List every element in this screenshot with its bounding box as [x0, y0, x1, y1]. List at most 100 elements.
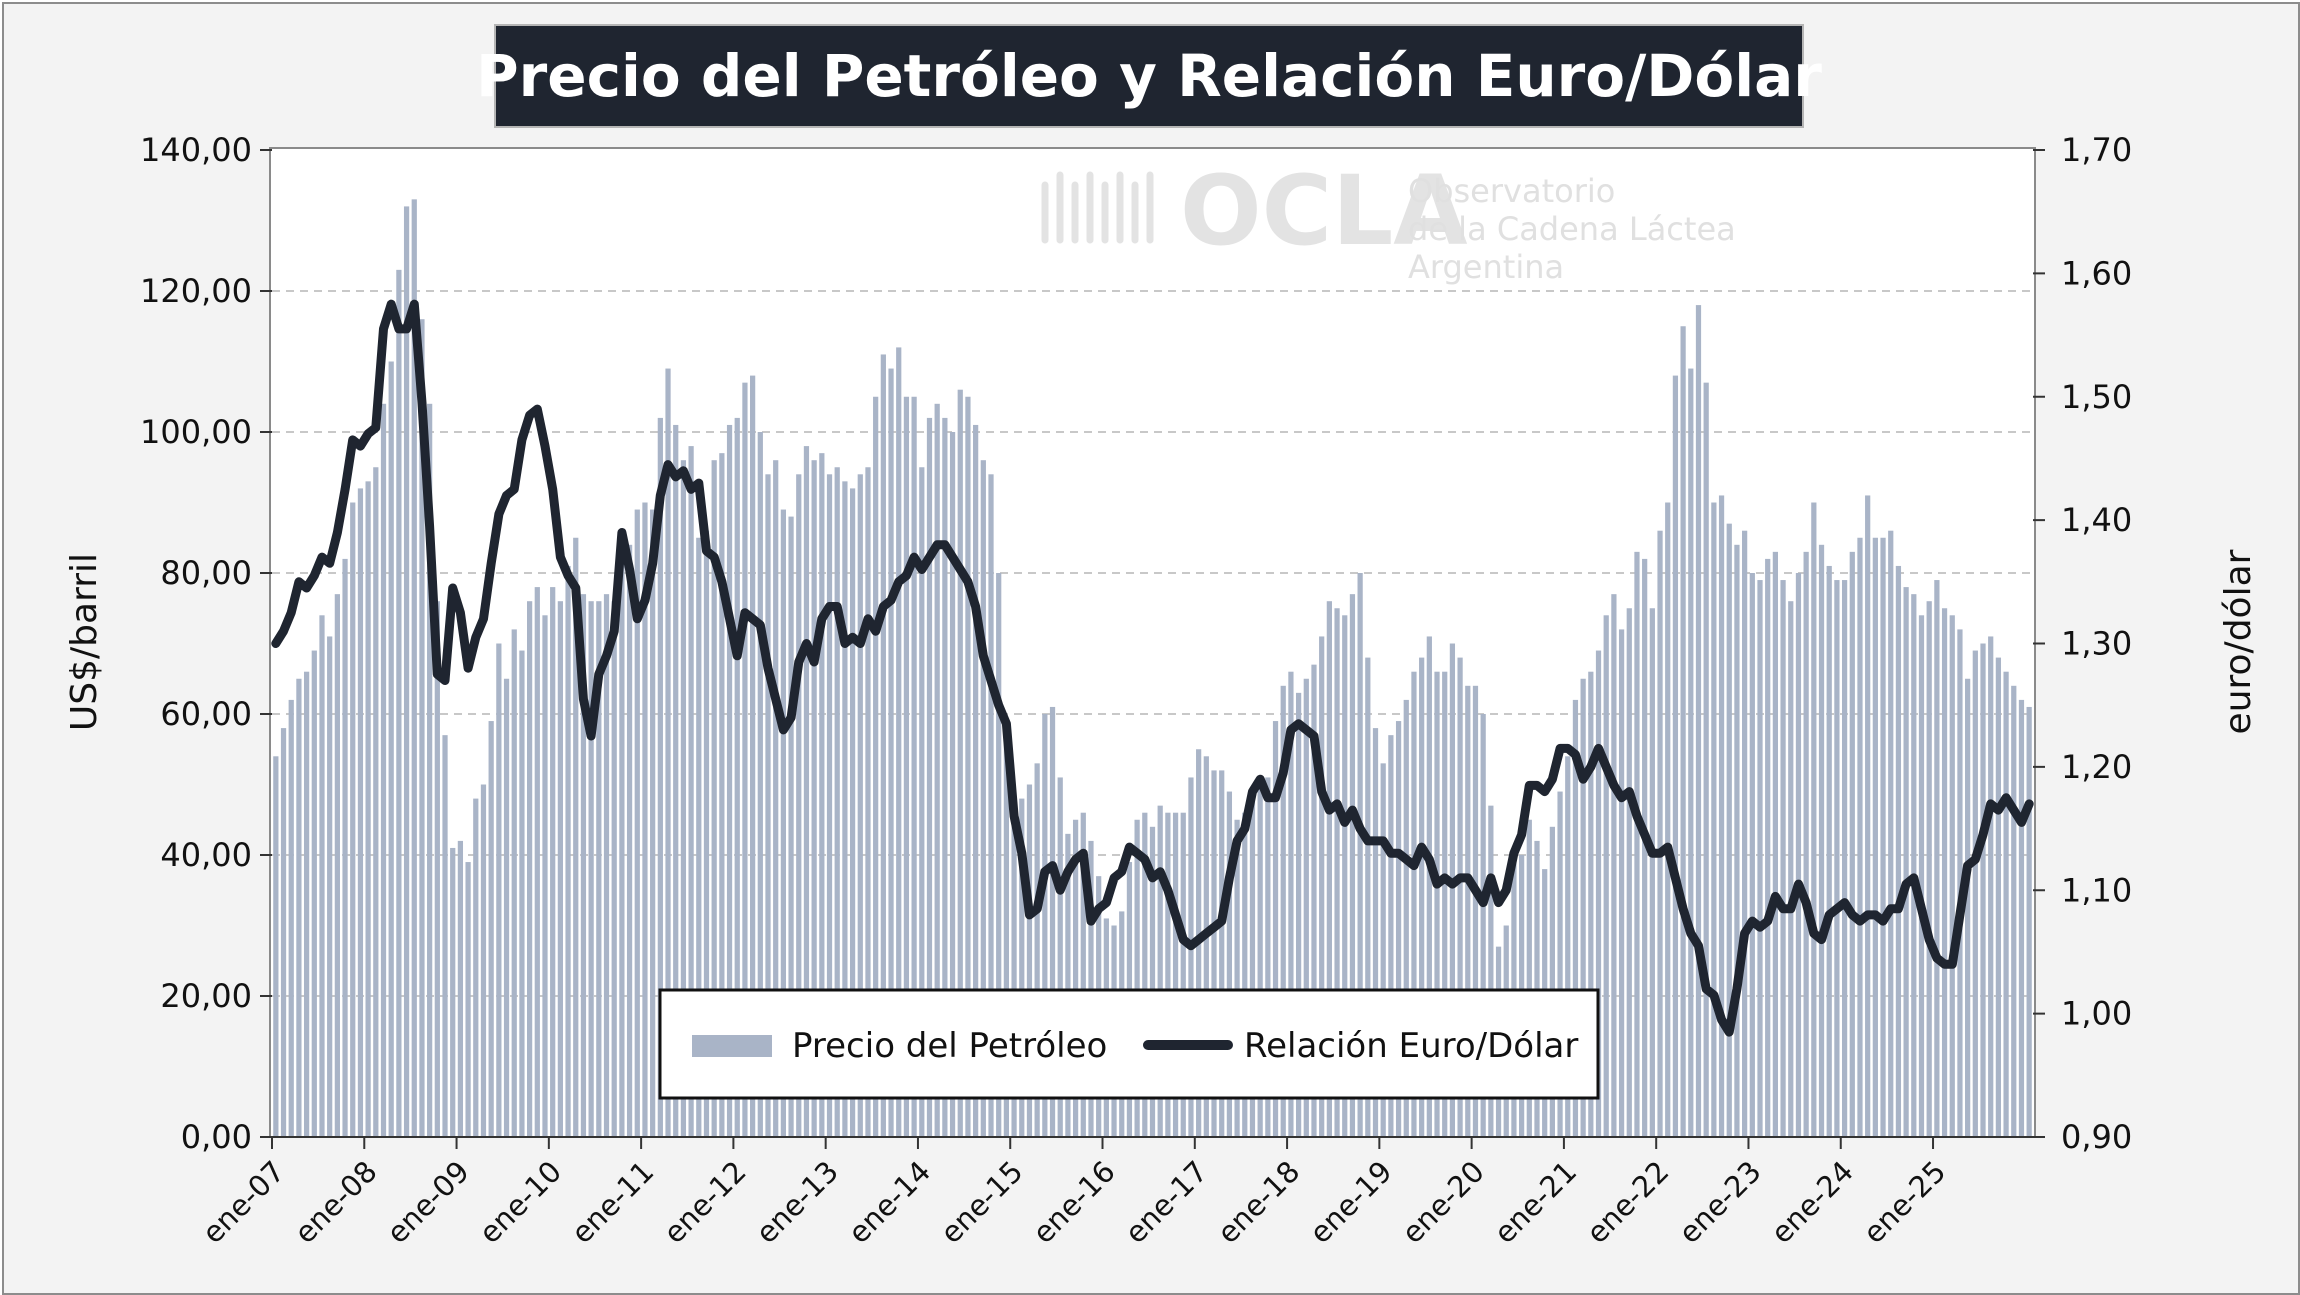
x-tick-label: ene-17	[1118, 1154, 1214, 1250]
oil-price-bar	[1365, 657, 1371, 1137]
oil-price-bar	[434, 601, 440, 1137]
legend-box	[658, 988, 1600, 1100]
oil-price-bar	[965, 396, 971, 1137]
oil-price-bar	[734, 417, 740, 1137]
oil-price-bar	[796, 474, 802, 1137]
watermark-brand: OCLA	[1180, 155, 1468, 267]
oil-price-bar	[427, 403, 433, 1137]
oil-price-bar	[911, 396, 917, 1137]
oil-price-bar	[680, 460, 687, 1137]
oil-price-bar	[1526, 819, 1532, 1137]
oil-price-bar	[1934, 580, 1940, 1137]
oil-price-bar	[1326, 601, 1332, 1137]
oil-price-bar	[1434, 671, 1440, 1137]
oil-price-bar	[334, 594, 340, 1137]
watermark-line1: Observatorio	[1408, 172, 1615, 210]
x-tick-label: ene-14	[841, 1154, 937, 1250]
oil-price-bar	[1211, 770, 1217, 1137]
oil-price-bar	[1841, 580, 1848, 1137]
oil-price-bar	[296, 678, 302, 1137]
oil-price-bar	[534, 587, 540, 1137]
oil-price-bar	[480, 784, 487, 1137]
x-tick-label: ene-12	[657, 1154, 753, 1250]
x-tick-label: ene-16	[1026, 1154, 1122, 1250]
oil-price-bar	[1072, 819, 1079, 1137]
oil-price-bar	[1711, 502, 1717, 1137]
oil-price-bar	[396, 269, 402, 1138]
oil-price-bar	[1065, 833, 1071, 1137]
oil-price-bar	[650, 509, 656, 1137]
oil-price-bar	[1265, 777, 1271, 1137]
oil-price-bar	[1972, 650, 1978, 1137]
oil-price-bar	[765, 474, 771, 1137]
oil-price-bar	[1203, 756, 1209, 1137]
oil-price-bar	[1703, 382, 1709, 1137]
oil-price-bar	[726, 424, 733, 1137]
oil-price-bar	[519, 650, 525, 1137]
oil-price-bar	[1080, 812, 1086, 1137]
y-axis-left: 0,00 20,00 40,00 60,00 80,00 100,00 120,00 140,…	[140, 131, 272, 1156]
oil-price-bar	[1449, 643, 1456, 1137]
oil-price-bar	[542, 615, 548, 1137]
x-tick-label: ene-10	[472, 1154, 568, 1250]
x-tick-label: ene-22	[1580, 1154, 1676, 1250]
oil-price-bar	[419, 319, 425, 1137]
oil-price-bar	[2026, 706, 2032, 1137]
oil-price-bar	[1849, 551, 1855, 1137]
y-right-tick-label: 1,70	[2061, 131, 2132, 169]
oil-price-bar	[1765, 558, 1771, 1137]
oil-price-bar	[342, 558, 348, 1137]
oil-price-bar	[1280, 685, 1286, 1137]
x-tick-label: ene-09	[380, 1154, 476, 1250]
oil-price-bar	[1941, 608, 1948, 1137]
ocla-watermark: OCLA Observatorio de la Cadena Láctea Ar…	[1041, 155, 1736, 286]
oil-price-bar	[1442, 671, 1448, 1137]
oil-price-bar	[1772, 551, 1779, 1137]
oil-price-bar	[1272, 721, 1279, 1137]
oil-price-bar	[1165, 812, 1171, 1137]
oil-price-bar	[703, 530, 710, 1137]
oil-price-bar	[788, 516, 794, 1137]
oil-price-bar	[1734, 544, 1740, 1137]
oil-price-bar	[1795, 573, 1802, 1137]
oil-price-bar	[557, 601, 563, 1137]
euro-dollar-line	[271, 299, 2034, 1037]
legend: Precio del Petróleo Relación Euro/Dólar	[658, 988, 1600, 1100]
oil-price-bar	[1788, 601, 1794, 1137]
x-tick-label: ene-07	[196, 1154, 292, 1250]
oil-price-bar	[450, 847, 456, 1137]
oil-price-bar	[888, 368, 894, 1137]
oil-price-bar	[1926, 601, 1932, 1137]
oil-price-bar	[973, 424, 979, 1137]
oil-price-bar	[1334, 608, 1340, 1137]
oil-price-bar	[896, 347, 902, 1137]
oil-price-bar	[873, 396, 879, 1137]
oil-price-bar	[934, 403, 940, 1137]
oil-price-bar	[819, 453, 825, 1137]
oil-price-bar	[1342, 615, 1348, 1137]
oil-price-bar	[1411, 671, 1417, 1137]
oil-price-bar	[580, 594, 587, 1137]
oil-price-bar	[1057, 777, 1063, 1137]
oil-price-bar	[988, 474, 994, 1137]
x-tick-label: ene-15	[934, 1154, 1030, 1250]
oil-price-bar	[496, 643, 502, 1137]
oil-price-bar	[980, 460, 986, 1137]
oil-price-bar	[1395, 721, 1402, 1137]
oil-price-bar	[1180, 812, 1186, 1137]
oil-price-bar	[1949, 615, 1955, 1137]
oil-price-bar	[1049, 706, 1056, 1137]
legend-label-fx: Relación Euro/Dólar	[1244, 1026, 1578, 1066]
oil-price-bar	[619, 558, 625, 1137]
oil-price-bar	[1188, 777, 1194, 1137]
oil-price-bar	[2003, 671, 2009, 1137]
oil-price-bar	[1403, 699, 1409, 1137]
oil-price-bar	[1488, 805, 1494, 1137]
y-right-tick-label: 1,20	[2061, 748, 2132, 786]
oil-price-bar	[1957, 629, 1963, 1137]
oil-price-bar	[1288, 671, 1294, 1137]
oil-price-bar	[719, 453, 725, 1137]
oil-price-bar	[411, 199, 417, 1138]
y-left-tick-label: 100,00	[140, 413, 252, 451]
oil-price-bar	[588, 601, 594, 1137]
